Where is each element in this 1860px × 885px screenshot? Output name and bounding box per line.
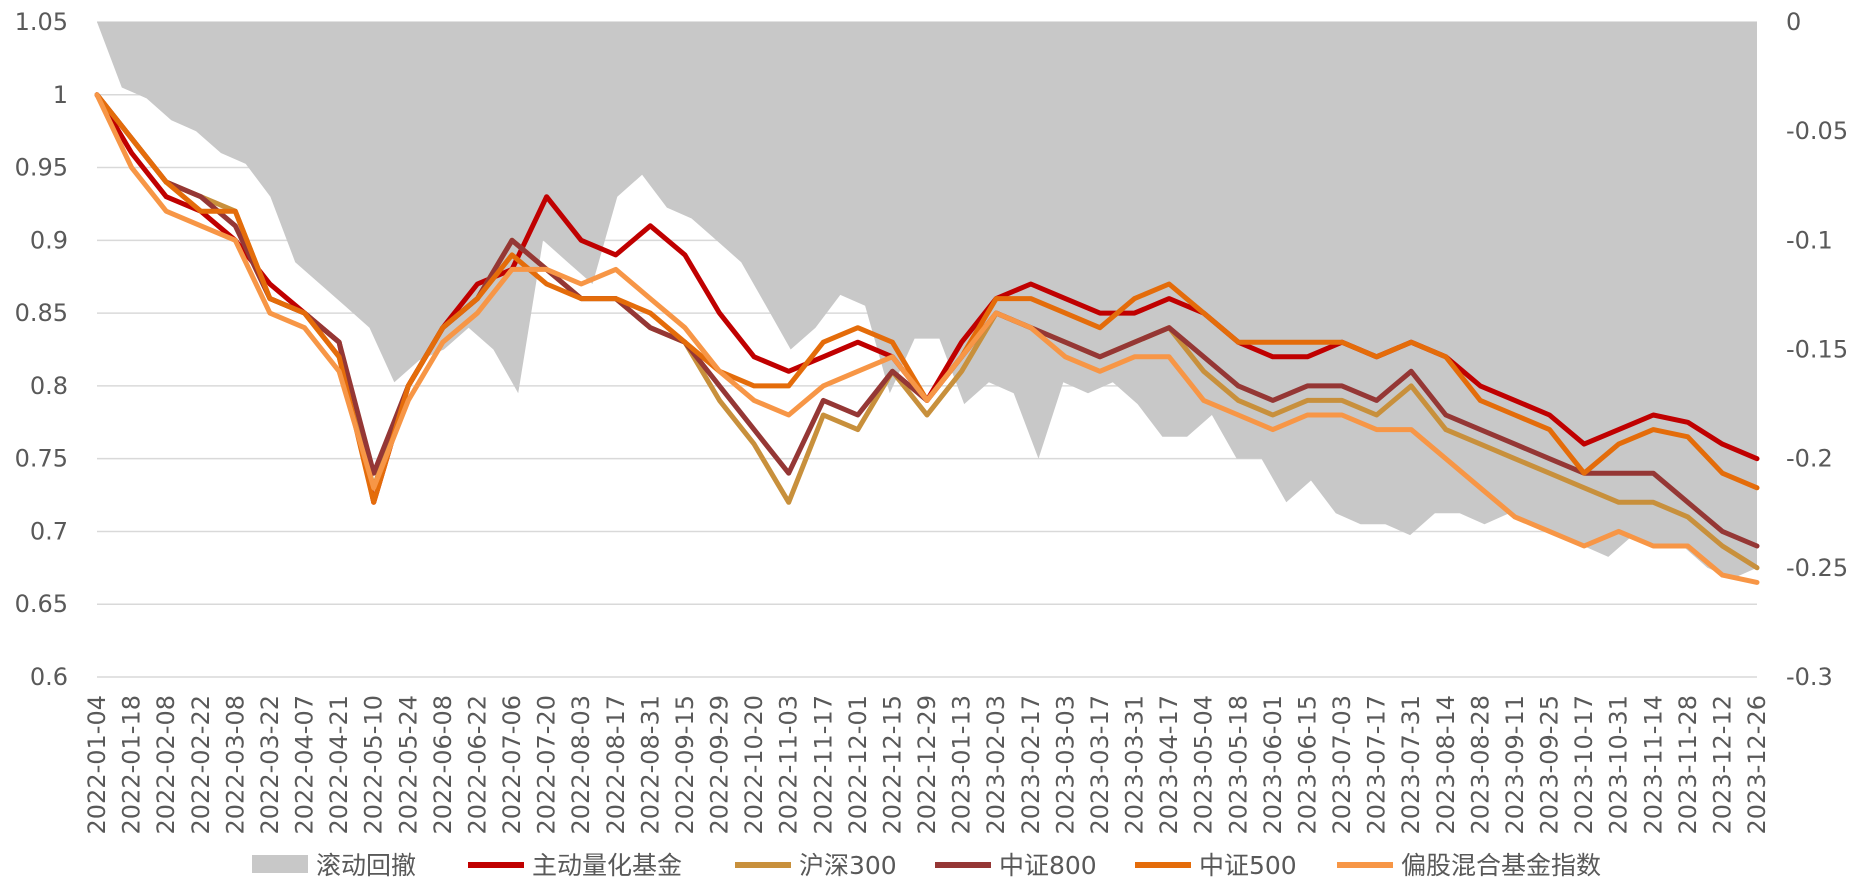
y-tick-label-right: -0.25 [1786,554,1848,582]
x-tick-label: 2023-06-01 [1259,695,1287,834]
x-tick-label: 2023-12-12 [1708,695,1736,834]
x-tick-label: 2023-11-28 [1674,695,1702,834]
x-tick-label: 2023-08-14 [1432,695,1460,834]
x-tick-label: 2023-01-13 [948,695,976,834]
x-tick-label: 2022-02-22 [187,695,215,834]
legend-label: 沪深300 [799,851,897,880]
x-tick-label: 2022-02-08 [152,695,180,834]
x-tick-label: 2022-10-20 [740,695,768,834]
series-line-5 [94,92,1760,585]
x-tick-label: 2023-11-14 [1639,695,1667,834]
y-tick-label-right: -0.2 [1786,445,1833,473]
y-tick-label-right: -0.1 [1786,226,1833,254]
x-tick-label: 2022-07-06 [498,695,526,834]
x-tick-label: 2023-08-28 [1466,695,1494,834]
x-tick-label: 2023-03-31 [1121,695,1149,834]
x-tick-label: 2023-04-17 [1155,695,1183,834]
x-tick-label: 2023-12-26 [1743,695,1771,834]
y-axis-left: 1.05 1 0.95 0.9 0.85 0.8 0.75 0.7 0.65 0.6 [15,8,68,691]
y-tick-label-left: 0.7 [30,517,68,545]
y-tick-label-left: 0.85 [15,299,68,327]
legend-swatch-area [252,855,308,873]
x-tick-label: 2023-10-17 [1570,695,1598,834]
x-tick-label: 2023-05-04 [1190,695,1218,834]
x-tick-label: 2023-09-11 [1501,695,1529,834]
x-tick-label: 2022-08-17 [602,695,630,834]
x-tick-label: 2022-06-08 [429,695,457,834]
x-tick-label: 2023-10-31 [1605,695,1633,834]
x-tick-label: 2022-11-03 [775,695,803,834]
x-tick-label: 2023-09-25 [1536,695,1564,834]
x-axis: 2022-01-04 2022-01-18 2022-02-08 2022-02-22… [83,695,1771,834]
x-tick-label: 2022-12-15 [878,695,906,834]
x-tick-label: 2022-08-31 [636,695,664,834]
x-tick-label: 2023-06-15 [1293,695,1321,834]
series-lines-layer [94,92,1760,585]
x-tick-label: 2022-04-21 [325,695,353,834]
x-tick-label: 2022-12-01 [844,695,872,834]
y-tick-label-right: -0.15 [1786,336,1848,364]
y-tick-label-left: 1 [53,81,68,109]
y-tick-label-left: 0.75 [15,445,68,473]
x-tick-label: 2022-01-18 [118,695,146,834]
x-tick-label: 2023-03-03 [1051,695,1079,834]
x-tick-label: 2022-09-15 [671,695,699,834]
x-tick-label: 2022-12-29 [913,695,941,834]
legend-label: 偏股混合基金指数 [1401,851,1601,880]
drawdown-area [97,22,1757,579]
legend-label: 滚动回撤 [316,851,416,880]
x-tick-label: 2022-07-20 [533,695,561,834]
x-tick-label: 2022-05-24 [394,695,422,834]
x-tick-label: 2023-07-31 [1397,695,1425,834]
legend: 滚动回撤 主动量化基金 沪深300 中证800 中证500 偏股混合基金指数 [252,851,1601,880]
y-tick-label-left: 0.95 [15,154,68,182]
y-tick-label-right: 0 [1786,8,1801,36]
drawdown-area-layer [97,22,1757,579]
x-tick-label: 2023-05-18 [1224,695,1252,834]
x-tick-label: 2022-08-03 [567,695,595,834]
x-tick-label: 2022-05-10 [360,695,388,834]
y-tick-label-right: -0.3 [1786,663,1833,691]
y-tick-label-left: 0.8 [30,372,68,400]
y-axis-right: 0 -0.05 -0.1 -0.15 -0.2 -0.25 -0.3 [1786,8,1848,691]
x-tick-label: 2022-04-07 [291,695,319,834]
x-tick-label: 2023-07-03 [1328,695,1356,834]
x-tick-label: 2022-06-22 [463,695,491,834]
x-tick-label: 2022-03-08 [221,695,249,834]
x-tick-label: 2022-09-29 [706,695,734,834]
x-tick-label: 2022-01-04 [83,695,111,834]
y-tick-label-right: -0.05 [1786,117,1848,145]
x-tick-label: 2023-03-17 [1086,695,1114,834]
y-tick-label-left: 0.6 [30,663,68,691]
x-tick-label: 2022-11-17 [809,695,837,834]
y-tick-label-left: 1.05 [15,8,68,36]
y-tick-label-left: 0.9 [30,226,68,254]
legend-label: 中证800 [999,851,1097,880]
y-tick-label-left: 0.65 [15,590,68,618]
x-tick-label: 2023-07-17 [1363,695,1391,834]
x-tick-label: 2023-02-17 [1017,695,1045,834]
legend-label: 中证500 [1199,851,1297,880]
x-tick-label: 2022-03-22 [256,695,284,834]
legend-label: 主动量化基金 [532,851,682,880]
x-tick-label: 2023-02-03 [982,695,1010,834]
